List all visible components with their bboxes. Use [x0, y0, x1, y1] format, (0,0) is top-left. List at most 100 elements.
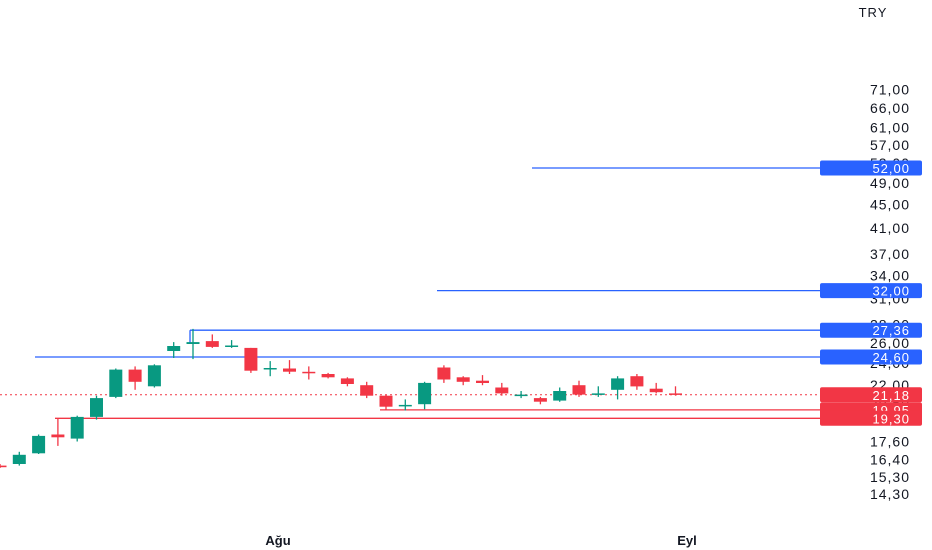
candle[interactable]: [205, 334, 219, 348]
candle[interactable]: [32, 434, 46, 455]
price-tick-label: 37,00: [870, 246, 910, 262]
candle[interactable]: [360, 381, 374, 399]
candle[interactable]: [591, 386, 605, 397]
candle-body: [90, 398, 103, 417]
candle-body: [51, 434, 65, 438]
candle[interactable]: [147, 364, 161, 388]
price-tag-label: 21,18: [872, 388, 910, 403]
price-tag: 27,36: [820, 322, 922, 338]
candle-body: [669, 393, 682, 395]
candle-body: [70, 416, 84, 439]
candle-body: [32, 435, 46, 454]
price-tag: 32,00: [820, 283, 922, 299]
candle[interactable]: [0, 464, 7, 468]
price-tick-label: 66,00: [870, 100, 910, 116]
candle[interactable]: [649, 382, 663, 394]
candle[interactable]: [398, 399, 412, 411]
horizontal-levels[interactable]: [0, 167, 820, 419]
candle-body: [591, 393, 605, 395]
candle[interactable]: [456, 376, 470, 386]
candle[interactable]: [186, 328, 200, 360]
candle-body: [514, 394, 528, 397]
price-tag-label: 24,60: [872, 350, 910, 365]
candle-body: [456, 377, 470, 382]
price-tick-label: 17,60: [870, 434, 910, 450]
price-tag-bg: [820, 283, 922, 299]
candle-body: [360, 385, 374, 396]
candle[interactable]: [630, 374, 644, 390]
candles[interactable]: [0, 328, 682, 468]
candle-body: [418, 382, 432, 405]
candle-body: [186, 342, 200, 344]
candle-body: [533, 398, 547, 402]
candle-body: [128, 369, 142, 382]
candle[interactable]: [90, 395, 103, 420]
candle[interactable]: [263, 361, 277, 377]
candle[interactable]: [514, 391, 528, 399]
candle-body: [398, 404, 412, 407]
candle[interactable]: [611, 376, 625, 400]
candle[interactable]: [437, 365, 451, 383]
candle[interactable]: [572, 380, 586, 397]
price-tick-label: 34,00: [870, 267, 910, 283]
candle[interactable]: [225, 340, 239, 348]
price-tick-label: 71,00: [870, 81, 910, 97]
price-tick-label: 49,00: [870, 175, 910, 191]
candle-body: [167, 346, 181, 351]
candle[interactable]: [302, 366, 316, 380]
candle-body: [437, 367, 451, 380]
candle[interactable]: [533, 396, 547, 405]
price-tick-label: 16,40: [870, 451, 910, 467]
time-tick-label: Ağu: [265, 533, 290, 548]
candle[interactable]: [418, 381, 432, 410]
price-tag-label: 32,00: [872, 284, 910, 299]
candle[interactable]: [12, 451, 26, 466]
candle-body: [379, 395, 393, 407]
candle[interactable]: [70, 415, 84, 442]
price-tag-bg: [820, 387, 922, 403]
candle-body: [205, 341, 219, 347]
price-tag-label: 19,30: [872, 411, 910, 426]
candle-body: [283, 368, 296, 372]
price-tag: 19,30: [820, 410, 922, 426]
candle-body: [225, 345, 239, 347]
price-axis[interactable]: TRY 71,0066,0061,0057,0053,0049,0045,004…: [859, 5, 910, 502]
candle[interactable]: [379, 394, 393, 411]
price-tag-label: 52,00: [872, 161, 910, 176]
price-tag-bg: [820, 349, 922, 365]
candle-body: [0, 465, 7, 468]
candle[interactable]: [321, 372, 335, 379]
candle-body: [12, 454, 26, 464]
candle-body: [147, 365, 161, 387]
candle[interactable]: [340, 377, 354, 387]
candle[interactable]: [553, 387, 567, 402]
price-tick-label: 61,00: [870, 120, 910, 136]
candle[interactable]: [244, 347, 258, 373]
candle[interactable]: [669, 386, 682, 396]
candle[interactable]: [476, 375, 489, 386]
candle-body: [649, 388, 663, 393]
candle-body: [244, 347, 258, 371]
candle-body: [302, 371, 316, 374]
price-tick-label: 41,00: [870, 220, 910, 236]
candle-body: [495, 387, 509, 394]
candle[interactable]: [283, 360, 296, 374]
price-tick-label: 45,00: [870, 197, 910, 213]
time-axis[interactable]: Ağu Eyl: [265, 533, 696, 548]
candle-body: [476, 380, 489, 383]
time-tick-label: Eyl: [677, 533, 697, 548]
candle-body: [321, 374, 335, 378]
candle[interactable]: [495, 382, 509, 396]
price-tick-label: 57,00: [870, 137, 910, 153]
candle[interactable]: [128, 366, 142, 390]
price-tag-bg: [820, 160, 922, 176]
currency-label: TRY: [859, 5, 888, 20]
price-tick-label: 26,00: [870, 335, 910, 351]
candle[interactable]: [109, 368, 123, 399]
candle[interactable]: [51, 418, 65, 446]
candle[interactable]: [167, 342, 181, 358]
candle-body: [263, 368, 277, 370]
price-tag: 52,00: [820, 160, 922, 176]
